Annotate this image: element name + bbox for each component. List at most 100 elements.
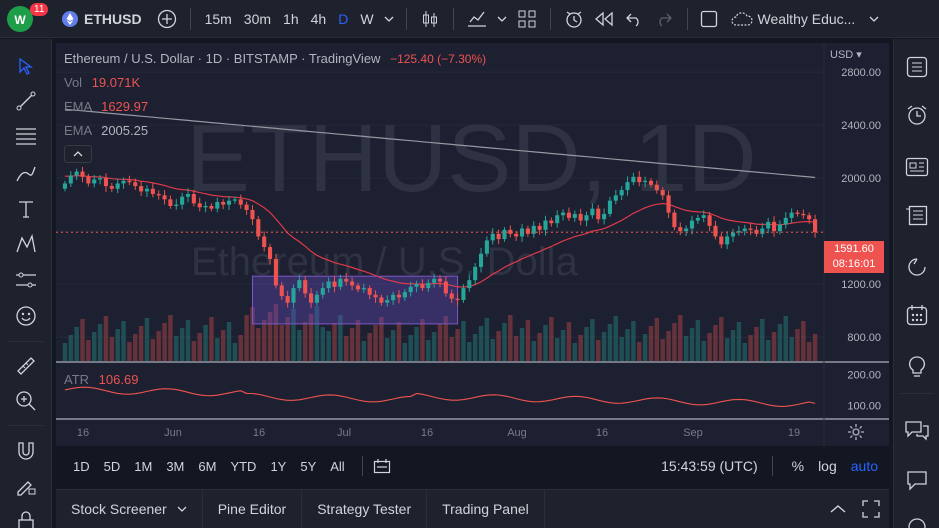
price-chart[interactable]: 2800.00 2400.00 2000.00 1200.00 800.00 ETHUSD… bbox=[56, 43, 889, 446]
bar-countdown: 08:16:01 bbox=[832, 258, 876, 270]
candle-body bbox=[74, 171, 79, 176]
candle-body bbox=[514, 233, 519, 237]
candle-body bbox=[285, 296, 290, 303]
interval-1h[interactable]: 1h bbox=[283, 10, 299, 27]
tab-strategy-tester[interactable]: Strategy Tester bbox=[302, 489, 428, 528]
hotlists-button[interactable] bbox=[901, 251, 933, 283]
currency-selector[interactable]: USD ▾ bbox=[830, 49, 862, 61]
range-all[interactable]: All bbox=[330, 458, 345, 474]
range-5d[interactable]: 5D bbox=[103, 458, 121, 474]
watchlist-button[interactable] bbox=[901, 51, 933, 83]
interval-30m[interactable]: 30m bbox=[243, 10, 272, 27]
goto-date-button[interactable] bbox=[373, 458, 391, 474]
alerts-button[interactable] bbox=[901, 99, 933, 131]
templates-button[interactable] bbox=[512, 0, 542, 38]
volume-bar bbox=[197, 333, 202, 361]
layout-dropdown[interactable] bbox=[861, 0, 887, 38]
replay-button[interactable] bbox=[589, 0, 619, 38]
interval-dropdown[interactable] bbox=[380, 0, 398, 38]
gear-icon bbox=[848, 424, 864, 440]
expand-panel-button[interactable] bbox=[823, 504, 853, 514]
chats-button[interactable] bbox=[901, 414, 933, 446]
hints-button[interactable] bbox=[901, 351, 933, 383]
lock-drawings-tool[interactable] bbox=[10, 471, 42, 501]
candle-body bbox=[379, 297, 384, 303]
measure-tool[interactable] bbox=[10, 351, 42, 381]
indicators-button[interactable] bbox=[462, 0, 492, 38]
pattern-tool[interactable] bbox=[10, 229, 42, 259]
symbol-search-button[interactable]: ETHUSD bbox=[40, 0, 152, 38]
ideas-stream-button[interactable] bbox=[901, 199, 933, 231]
emoji-tool[interactable] bbox=[10, 301, 42, 331]
volume-bar bbox=[578, 335, 583, 361]
fullscreen-select-button[interactable] bbox=[696, 0, 722, 38]
candle-body bbox=[643, 180, 648, 183]
volume-bar bbox=[150, 339, 156, 361]
chevron-up-icon bbox=[73, 151, 83, 157]
candle-body bbox=[344, 278, 349, 282]
collapse-legend-button[interactable] bbox=[64, 145, 92, 163]
candle-body bbox=[226, 200, 232, 205]
news-button[interactable] bbox=[901, 151, 933, 183]
chart-type-button[interactable] bbox=[415, 0, 445, 38]
tab-stock-screener[interactable]: Stock Screener bbox=[56, 489, 203, 528]
volume-bar bbox=[560, 330, 566, 361]
maximize-panel-button[interactable] bbox=[853, 500, 889, 518]
zoom-tool[interactable] bbox=[10, 386, 42, 416]
logo-button[interactable]: W 11 bbox=[0, 0, 49, 38]
volume-bar bbox=[625, 329, 630, 361]
add-symbol-button[interactable] bbox=[152, 0, 182, 38]
interval-4h[interactable]: 4h bbox=[310, 10, 327, 27]
chart-settings-button[interactable] bbox=[844, 421, 868, 443]
candle-body bbox=[133, 182, 138, 187]
range-1y[interactable]: 1Y bbox=[270, 458, 287, 474]
redo-button[interactable] bbox=[649, 0, 679, 38]
text-tool[interactable] bbox=[10, 194, 42, 224]
volume-bar bbox=[648, 326, 654, 361]
prediction-tool[interactable] bbox=[10, 265, 42, 295]
range-1d[interactable]: 1D bbox=[73, 458, 90, 474]
tab-trading-panel[interactable]: Trading Panel bbox=[427, 489, 545, 528]
candle-body bbox=[309, 293, 314, 303]
candle-body bbox=[719, 236, 724, 245]
undo-button[interactable] bbox=[619, 0, 649, 38]
volume-bar bbox=[92, 332, 97, 361]
chart-pane[interactable]: 2800.00 2400.00 2000.00 1200.00 800.00 ETHUSD… bbox=[56, 43, 889, 446]
volume-bar bbox=[344, 336, 349, 361]
tab-pine-editor[interactable]: Pine Editor bbox=[203, 489, 303, 528]
candle-body bbox=[350, 281, 355, 286]
percent-toggle[interactable]: % bbox=[791, 458, 805, 474]
candle-body bbox=[197, 203, 202, 208]
calendar-button[interactable] bbox=[901, 299, 933, 331]
clock-readout[interactable]: 15:43:59 (UTC) bbox=[661, 458, 758, 474]
magnet-icon bbox=[18, 442, 34, 460]
auto-toggle[interactable]: auto bbox=[850, 458, 878, 474]
volume-bar bbox=[537, 333, 542, 361]
volume-bar bbox=[396, 322, 402, 361]
interval-w[interactable]: W bbox=[360, 10, 374, 27]
volume-bar bbox=[683, 336, 689, 361]
fib-tool[interactable] bbox=[10, 121, 42, 151]
candle-body bbox=[590, 208, 595, 216]
interval-d[interactable]: D bbox=[338, 10, 349, 27]
indicators-dropdown[interactable] bbox=[492, 0, 512, 38]
messages-button[interactable] bbox=[901, 464, 933, 496]
magnet-tool[interactable] bbox=[10, 436, 42, 466]
volume-bar bbox=[279, 325, 284, 361]
layout-save-button[interactable]: Wealthy Educ... bbox=[722, 0, 855, 38]
trend-line-tool[interactable] bbox=[10, 86, 42, 116]
lock-tool[interactable] bbox=[10, 506, 42, 528]
range-5y[interactable]: 5Y bbox=[300, 458, 317, 474]
range-3m[interactable]: 3M bbox=[166, 458, 185, 474]
brush-tool[interactable] bbox=[10, 159, 42, 189]
volume-bar bbox=[713, 325, 718, 361]
interval-15m[interactable]: 15m bbox=[204, 10, 232, 27]
range-1m[interactable]: 1M bbox=[134, 458, 153, 474]
alert-button[interactable] bbox=[559, 0, 589, 38]
range-ytd[interactable]: YTD bbox=[230, 458, 257, 474]
svg-text:W: W bbox=[14, 13, 26, 27]
range-6m[interactable]: 6M bbox=[198, 458, 217, 474]
cursor-tool[interactable] bbox=[10, 51, 42, 81]
log-toggle[interactable]: log bbox=[818, 458, 837, 474]
streams-button[interactable] bbox=[901, 509, 933, 528]
